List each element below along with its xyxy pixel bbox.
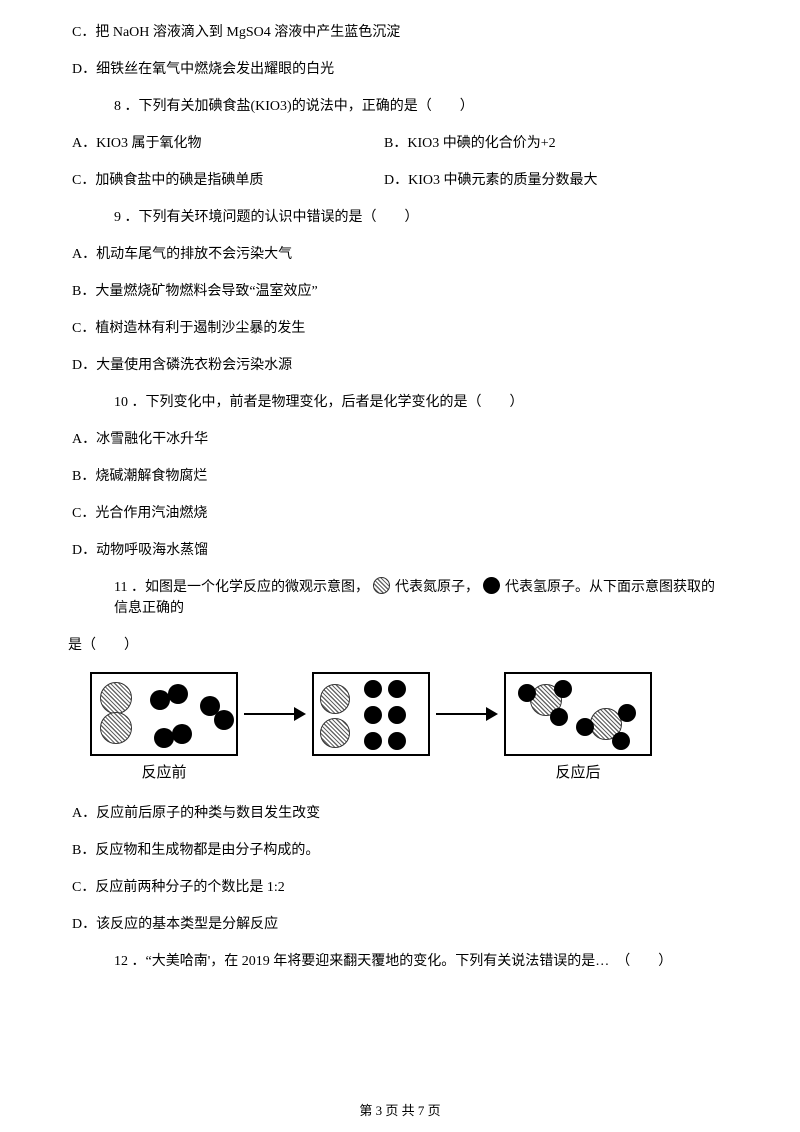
nitrogen-atom-icon [373, 577, 390, 594]
arrow-icon [244, 706, 306, 722]
q11-option-d: D．该反应的基本类型是分解反应 [72, 914, 728, 935]
q9-stem: 9 ．下列有关环境问题的认识中错误的是（ ） [114, 207, 728, 228]
hydrogen-atom-icon [364, 732, 382, 750]
hydrogen-atom-icon [618, 704, 636, 722]
nitrogen-atom-icon [100, 682, 132, 714]
q8-row-cd: C．加碘食盐中的碘是指碘单质 D．KIO3 中碘元素的质量分数最大 [72, 170, 728, 191]
hydrogen-atom-icon [483, 577, 500, 594]
hydrogen-atom-icon [554, 680, 572, 698]
page-footer: 第 3 页 共 7 页 [0, 1101, 800, 1121]
hydrogen-atom-icon [388, 706, 406, 724]
hydrogen-atom-icon [364, 680, 382, 698]
q10-stem: 10 ．下列变化中，前者是物理变化，后者是化学变化的是（ ） [114, 392, 728, 413]
q12-stem: 12 ．“大美哈南'，在 2019 年将要迎来翻天覆地的变化。下列有关说法错误的… [114, 951, 728, 972]
q10-option-c: C．光合作用汽油燃烧 [72, 503, 728, 524]
caption-after: 反应后 [504, 762, 652, 785]
q11-option-b: B．反应物和生成物都是由分子构成的。 [72, 840, 728, 861]
q11-option-c: C．反应前两种分子的个数比是 1:2 [72, 877, 728, 898]
hydrogen-atom-icon [172, 724, 192, 744]
q8-option-c: C．加碘食盐中的碘是指碘单质 [72, 170, 384, 191]
q11-stem-line2: 是（ ） [68, 635, 728, 656]
q8-option-b: B．KIO3 中碘的化合价为+2 [384, 133, 556, 154]
hydrogen-atom-icon [550, 708, 568, 726]
hydrogen-atom-icon [576, 718, 594, 736]
q8-stem: 8 ．下列有关加碘食盐(KIO3)的说法中，正确的是（ ） [114, 96, 728, 117]
q11-option-a: A．反应前后原子的种类与数目发生改变 [72, 803, 728, 824]
q10-option-a: A．冰雪融化干冰升华 [72, 429, 728, 450]
q11-stem-pre: 11 ．如图是一个化学反应的微观示意图， [114, 580, 369, 595]
q8-option-d: D．KIO3 中碘元素的质量分数最大 [384, 170, 598, 191]
diagram-box-middle [312, 672, 430, 756]
q7-option-d: D．细铁丝在氧气中燃烧会发出耀眼的白光 [72, 59, 728, 80]
q11-stem-mid: 代表氮原子， [395, 580, 479, 595]
q7-option-c: C．把 NaOH 溶液滴入到 MgSO4 溶液中产生蓝色沉淀 [72, 22, 728, 43]
q10-option-d: D．动物呼吸海水蒸馏 [72, 540, 728, 561]
q8-row-ab: A．KIO3 属于氧化物 B．KIO3 中碘的化合价为+2 [72, 133, 728, 154]
q10-option-b: B．烧碱潮解食物腐烂 [72, 466, 728, 487]
q11-stem-line1: 11 ．如图是一个化学反应的微观示意图， 代表氮原子， 代表氢原子。从下面示意图… [114, 577, 728, 619]
hydrogen-atom-icon [388, 680, 406, 698]
nitrogen-atom-icon [100, 712, 132, 744]
q9-option-c: C．植树造林有利于遏制沙尘暴的发生 [72, 318, 728, 339]
hydrogen-atom-icon [154, 728, 174, 748]
hydrogen-atom-icon [364, 706, 382, 724]
diagram-box-after [504, 672, 652, 756]
hydrogen-atom-icon [518, 684, 536, 702]
nitrogen-atom-icon [320, 718, 350, 748]
caption-before: 反应前 [90, 762, 238, 785]
hydrogen-atom-icon [612, 732, 630, 750]
hydrogen-atom-icon [388, 732, 406, 750]
arrow-icon [436, 706, 498, 722]
q8-option-a: A．KIO3 属于氧化物 [72, 133, 384, 154]
nitrogen-atom-icon [320, 684, 350, 714]
hydrogen-atom-icon [214, 710, 234, 730]
hydrogen-atom-icon [168, 684, 188, 704]
q11-captions: 反应前 反应后 [90, 762, 728, 785]
diagram-box-before [90, 672, 238, 756]
q11-diagram [90, 672, 728, 756]
q9-option-a: A．机动车尾气的排放不会污染大气 [72, 244, 728, 265]
hydrogen-atom-icon [150, 690, 170, 710]
q9-option-d: D．大量使用含磷洗衣粉会污染水源 [72, 355, 728, 376]
q9-option-b: B．大量燃烧矿物燃料会导致“温室效应” [72, 281, 728, 302]
